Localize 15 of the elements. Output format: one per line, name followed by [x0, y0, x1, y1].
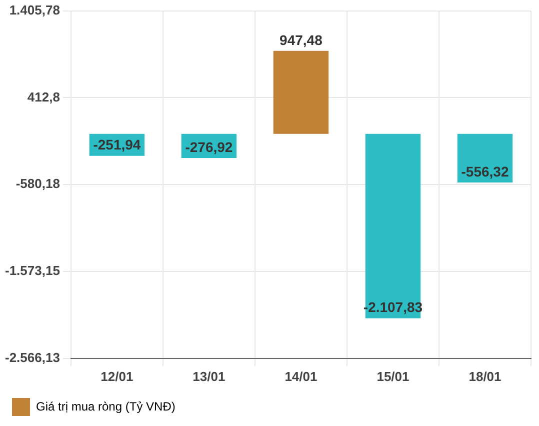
- y-tick-label: 1.405,78: [9, 2, 60, 18]
- data-label: 947,48: [280, 32, 323, 48]
- x-tick-label: 12/01: [100, 368, 134, 384]
- y-tick-label: -1.573,15: [4, 263, 60, 278]
- data-label: -556,32: [461, 163, 509, 180]
- x-tick-label: 18/01: [468, 368, 502, 384]
- y-tick-label: 412,8: [27, 89, 60, 104]
- data-label: -251,94: [93, 136, 141, 153]
- x-tick-label: 13/01: [192, 368, 226, 384]
- x-tick-label: 14/01: [284, 368, 318, 384]
- data-label: -276,92: [185, 138, 233, 155]
- y-tick-label: -580,18: [16, 176, 60, 192]
- legend-label: Giá trị mua ròng (Tỷ VNĐ): [36, 399, 176, 414]
- x-tick-label: 15/01: [376, 368, 410, 384]
- y-tick-label: -2.566,13: [4, 350, 60, 365]
